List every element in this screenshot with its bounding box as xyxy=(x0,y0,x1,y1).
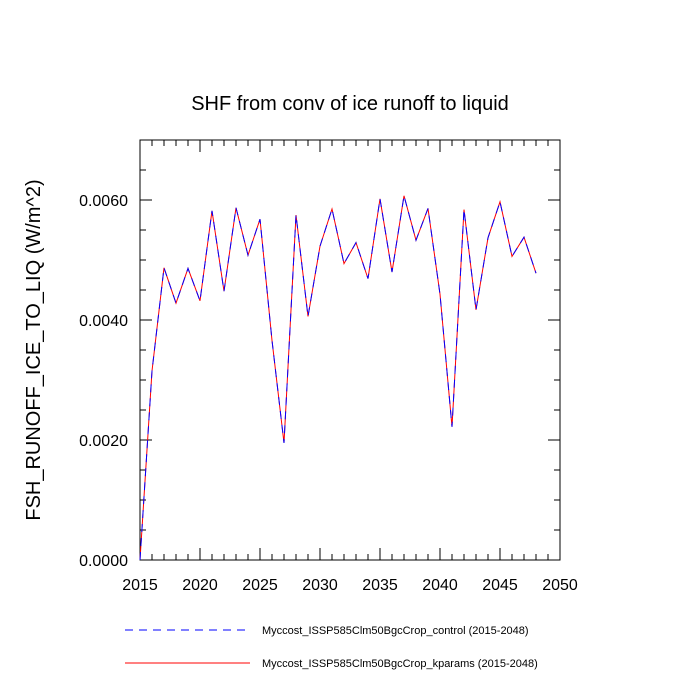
y-tick-label: 0.0040 xyxy=(79,313,128,330)
chart-title: SHF from conv of ice runoff to liquid xyxy=(191,93,509,115)
series-line-kparams xyxy=(139,195,537,561)
x-tick-label: 2040 xyxy=(422,577,458,594)
plot-frame xyxy=(139,139,561,561)
x-tick-label: 2030 xyxy=(302,577,338,594)
legend-label-kparams: Myccost_ISSP585Clm50BgcCrop_kparams (201… xyxy=(262,658,538,670)
x-axis: 2015 2020 2025 2030 2035 2040 2045 2050 xyxy=(122,140,578,594)
series-lines xyxy=(139,195,537,561)
x-tick-label: 2035 xyxy=(362,577,398,594)
y-axis-label: FSH_RUNOFF_ICE_TO_LIQ (W/m^2) xyxy=(23,179,45,520)
series-line-control xyxy=(139,195,537,561)
y-tick-label: 0.0060 xyxy=(79,193,128,210)
x-tick-label: 2025 xyxy=(242,577,278,594)
x-tick-label: 2045 xyxy=(482,577,518,594)
legend: Myccost_ISSP585Clm50BgcCrop_control (201… xyxy=(125,625,538,670)
x-tick-label: 2015 xyxy=(122,577,158,594)
y-tick-label: 0.0000 xyxy=(79,553,128,570)
x-tick-label: 2020 xyxy=(182,577,218,594)
legend-label-control: Myccost_ISSP585Clm50BgcCrop_control (201… xyxy=(262,625,529,637)
y-axis: 0.0000 0.0020 0.0040 0.0060 xyxy=(79,139,560,570)
y-tick-label: 0.0020 xyxy=(79,433,128,450)
x-tick-label: 2050 xyxy=(542,577,578,594)
